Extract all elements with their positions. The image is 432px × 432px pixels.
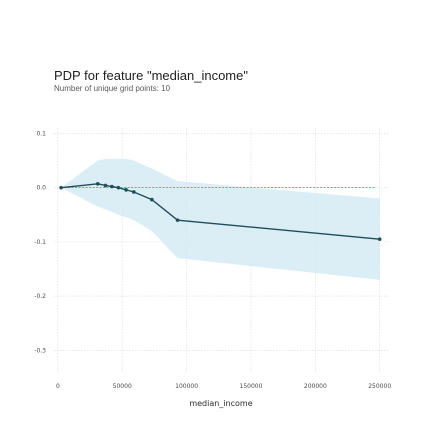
x-tick-labels: 0 50000 100000 150000 200000 250000: [56, 383, 391, 390]
data-point: [175, 218, 180, 222]
data-point: [377, 237, 382, 241]
chart-subtitle: Number of unique grid points: 10: [54, 84, 171, 93]
x-tick-label: 200000: [304, 383, 327, 390]
confidence-band: [61, 158, 380, 280]
x-tick-label: 150000: [240, 383, 263, 390]
confidence-band-area: [61, 158, 380, 280]
data-point: [59, 185, 63, 190]
chart-title: PDP for feature "median_income": [54, 68, 248, 83]
y-tick-label: 0.0: [36, 185, 46, 192]
y-tick-label: 0.1: [36, 130, 46, 137]
pdp-points: [59, 182, 382, 241]
y-tick-label: -0.3: [34, 347, 46, 354]
pdp-series-line: [61, 183, 380, 240]
x-tick-label: 50000: [113, 383, 132, 390]
y-tick-labels: 0.1 0.0 -0.1 -0.2 -0.3: [34, 130, 46, 354]
y-tick-label: -0.1: [34, 239, 46, 246]
data-point: [103, 183, 108, 188]
x-tick-label: 100000: [175, 383, 198, 390]
data-point: [124, 188, 128, 192]
data-point: [132, 190, 136, 194]
data-point: [150, 197, 154, 202]
data-point: [116, 185, 121, 190]
x-axis-label: median_income: [189, 399, 252, 408]
data-point: [95, 182, 100, 186]
x-tick-label: 0: [56, 383, 60, 390]
x-tick-label: 250000: [368, 383, 391, 390]
y-tick-label: -0.2: [34, 293, 46, 300]
pdp-line: [61, 183, 380, 240]
data-point: [110, 184, 114, 189]
